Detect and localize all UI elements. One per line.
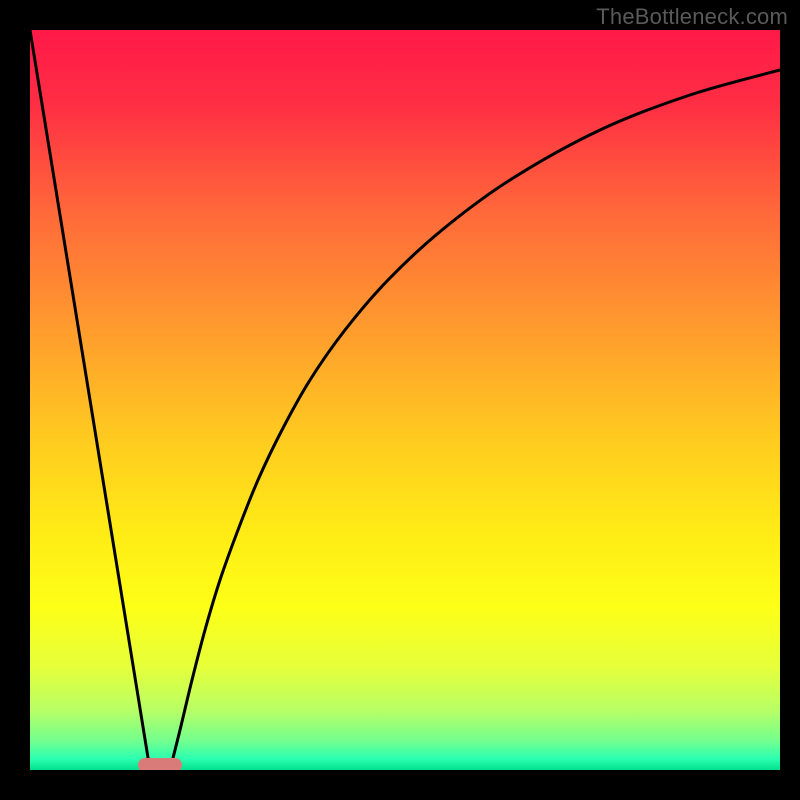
watermark-text: TheBottleneck.com	[596, 4, 788, 30]
right-v-curve	[170, 70, 780, 770]
chart-container: TheBottleneck.com	[0, 0, 800, 800]
left-v-line	[30, 30, 150, 770]
minimum-marker-pill	[138, 758, 182, 770]
plot-area	[30, 30, 780, 770]
curve-layer	[30, 30, 780, 770]
